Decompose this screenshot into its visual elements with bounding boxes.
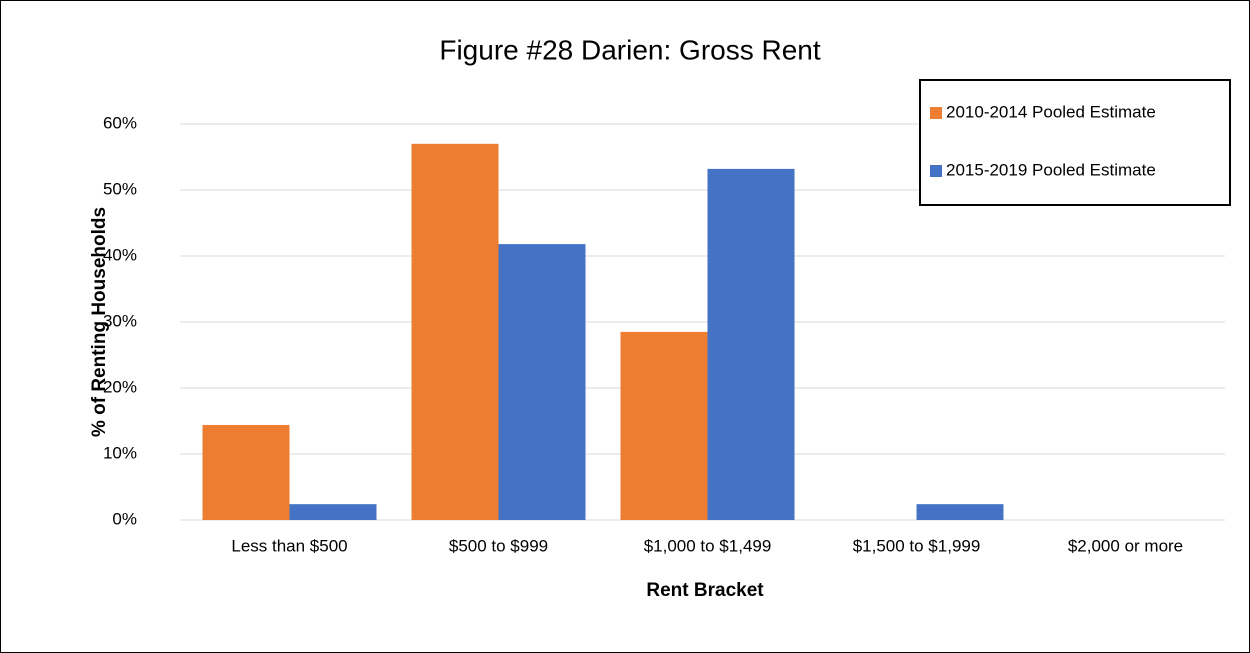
y-tick-label: 30% <box>103 311 137 330</box>
y-tick-label: 60% <box>103 113 137 132</box>
x-tick-label: $1,500 to $1,999 <box>853 536 981 555</box>
bar <box>411 143 499 521</box>
legend-label: 2010-2014 Pooled Estimate <box>946 102 1156 121</box>
y-axis-title: % of Renting Households <box>89 207 110 437</box>
legend-label: 2015-2019 Pooled Estimate <box>946 160 1156 179</box>
bar <box>498 244 586 520</box>
y-tick-label: 0% <box>112 509 137 528</box>
x-tick-label: $1,000 to $1,499 <box>644 536 772 555</box>
chart-title: Figure #28 Darien: Gross Rent <box>439 34 821 65</box>
bar <box>289 504 377 520</box>
x-tick-label: Less than $500 <box>231 536 347 555</box>
legend-swatch <box>930 107 942 119</box>
legend-box <box>919 79 1231 206</box>
y-tick-label: 10% <box>103 443 137 462</box>
y-tick-label: 50% <box>103 179 137 198</box>
x-axis-title: Rent Bracket <box>646 580 764 601</box>
x-tick-label: $500 to $999 <box>449 536 548 555</box>
bar <box>916 504 1004 520</box>
bar <box>202 424 290 520</box>
bar <box>707 168 795 520</box>
x-tick-label: $2,000 or more <box>1068 536 1183 555</box>
y-tick-label: 40% <box>103 245 137 264</box>
y-tick-label: 20% <box>103 377 137 396</box>
legend-swatch <box>930 165 942 177</box>
bar <box>620 331 708 520</box>
